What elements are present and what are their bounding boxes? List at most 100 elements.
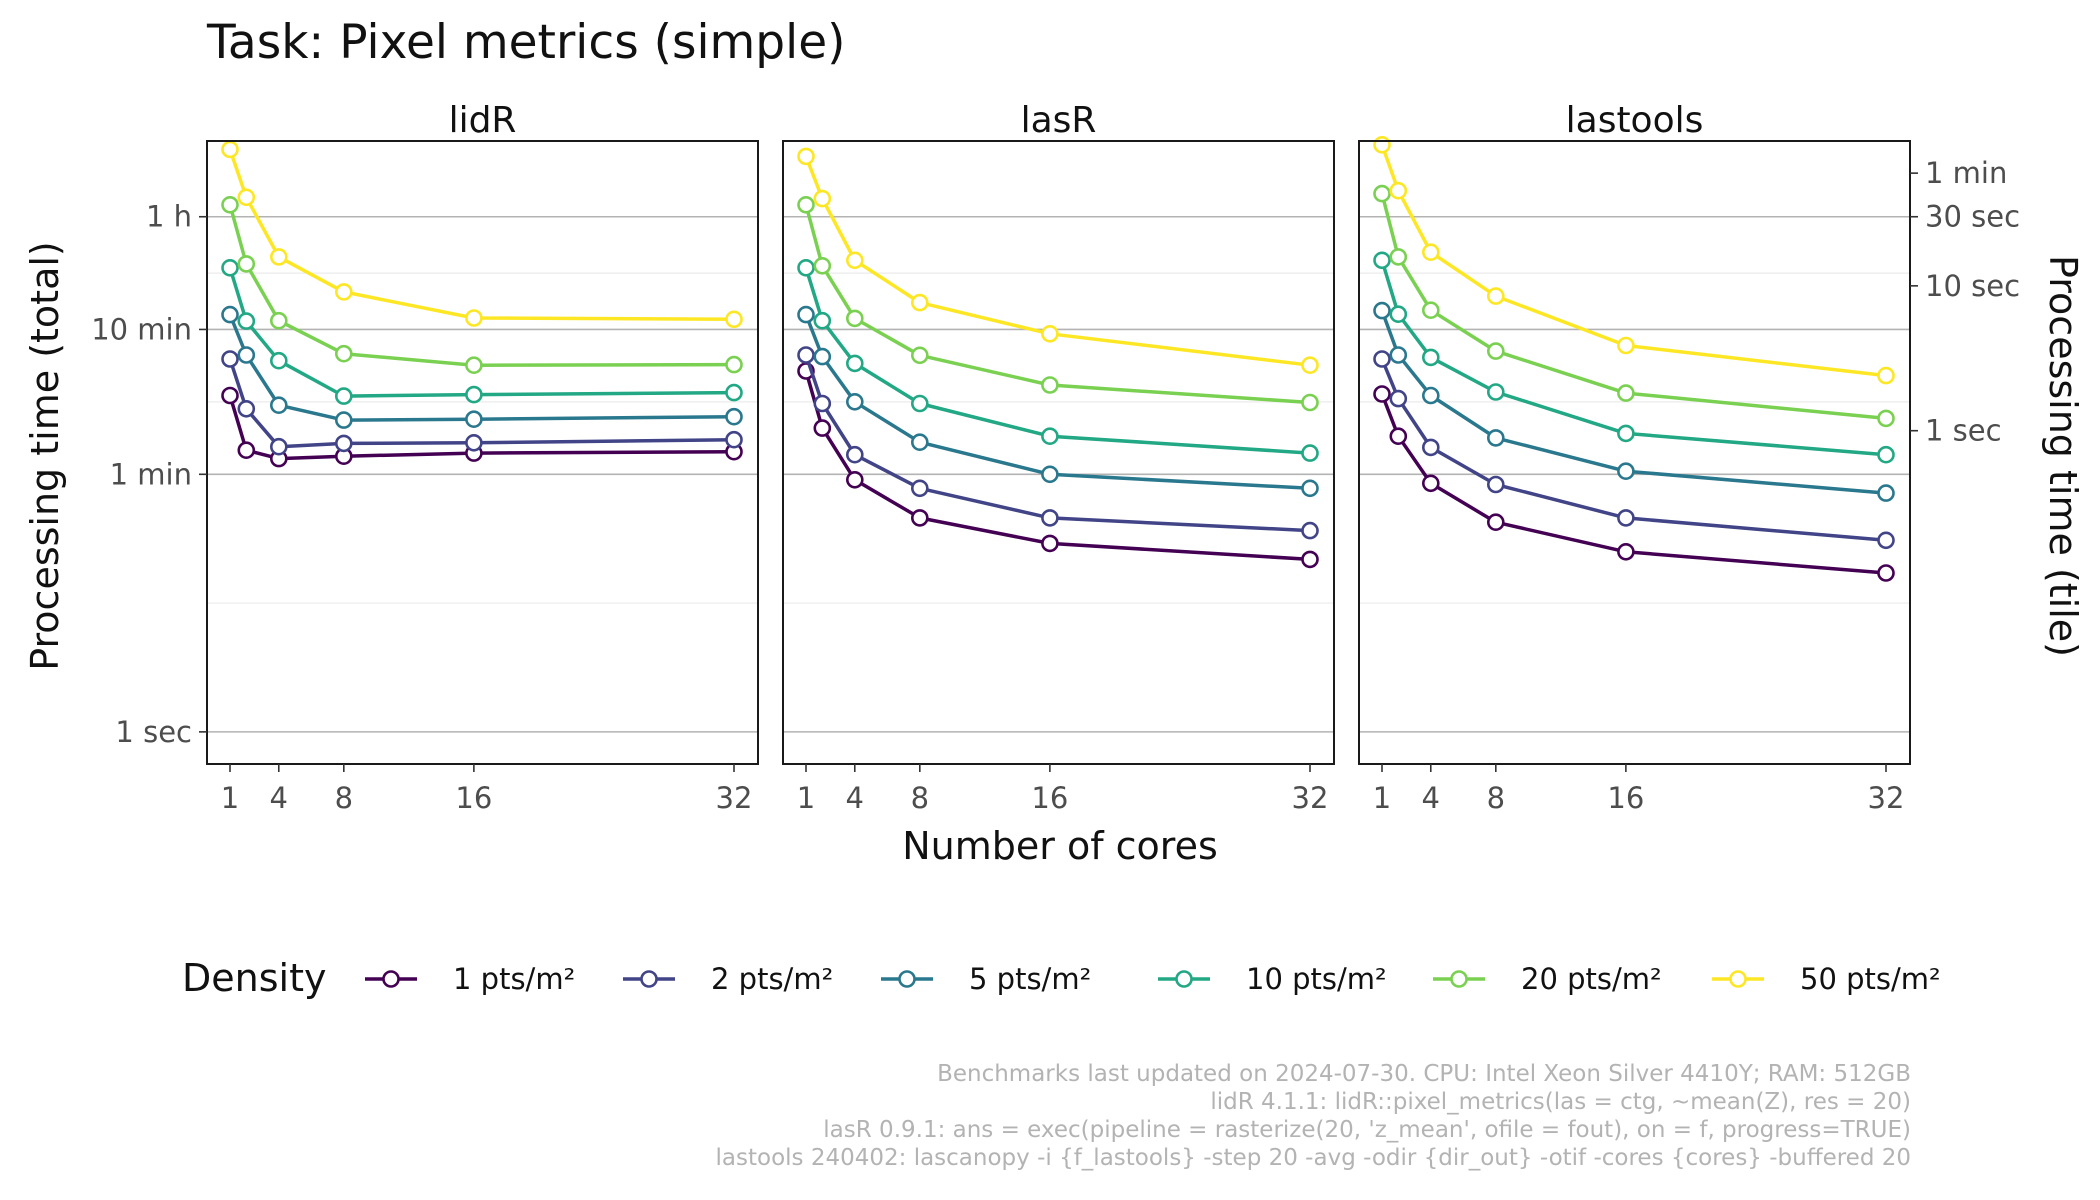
data-point [1422,438,1440,457]
data-point [1041,509,1059,527]
data-point [1301,356,1319,375]
legend-key-point [1175,970,1193,988]
data-point [1301,521,1319,540]
x-tick-label: 32 [1868,781,1905,815]
data-point [845,470,864,489]
data-point [813,256,832,275]
data-point [1877,484,1895,502]
panel-background [783,141,1334,764]
caption-line: lidR 4.1.1: lidR::pixel_metrics(las = ct… [1210,1089,1911,1115]
data-point [237,399,256,418]
data-point [725,310,743,329]
caption: Benchmarks last updated on 2024-07-30. C… [716,1061,1911,1171]
data-point [269,437,288,456]
data-point [334,434,353,453]
legend-label: 2 pts/m² [711,962,833,996]
data-point [1422,348,1440,367]
panel-border [1358,140,1911,765]
data-point [1041,324,1059,343]
data-point [221,386,239,405]
data-point [797,305,815,324]
data-point [1877,564,1895,582]
data-point [1422,386,1440,405]
data-point [1422,301,1440,320]
data-point [1373,301,1391,320]
data-point [1301,550,1319,569]
x-tick-label: 16 [455,781,492,815]
data-point [221,305,239,324]
series-line [804,267,1311,455]
data-point [237,346,256,364]
data-point [1041,427,1059,446]
data-point [845,354,864,373]
y-tick-label-right: 1 sec [1925,414,2002,448]
data-point [797,258,815,277]
chart-title: Task: Pixel metrics (simple) [206,15,845,70]
x-tick-label: 8 [911,781,929,815]
data-point [845,392,864,411]
x-tick-label: 1 [221,781,239,815]
data-point [910,394,929,413]
data-point [725,355,743,374]
data-point [1389,248,1408,266]
legend-label: 1 pts/m² [453,962,575,996]
panel-background [1359,141,1910,764]
legend-title: Density [182,956,326,1000]
data-point [237,312,256,330]
data-point [845,445,864,464]
data-point [1617,542,1635,561]
data-point [725,430,743,449]
data-point [1373,136,1391,154]
data-point [797,147,815,166]
data-point [237,188,256,207]
data-point [1487,513,1505,532]
data-point [1617,384,1635,402]
data-point [845,251,864,270]
data-point [1041,534,1059,553]
data-point [465,410,483,429]
series-line [228,267,735,398]
data-point [269,311,288,330]
x-tick-label: 8 [335,781,353,815]
legend-label: 5 pts/m² [969,962,1091,996]
data-point [813,419,832,437]
series-line [804,370,1311,562]
data-point [1373,251,1391,270]
x-axis-title: Number of cores [902,824,1218,868]
x-tick-label: 1 [1373,781,1391,815]
series-line [804,204,1311,405]
data-point [1041,465,1059,484]
legend-key-point [1450,970,1468,988]
data-point [1389,427,1408,446]
x-tick-label: 16 [1031,781,1068,815]
data-point [1617,462,1635,481]
data-point [1301,393,1319,412]
data-point [1389,305,1408,324]
data-point [797,346,815,364]
legend-key-point [382,970,400,988]
data-point [221,196,239,214]
x-tick-label: 4 [270,781,288,815]
data-point [725,383,743,402]
x-tick-label: 16 [1607,781,1644,815]
data-point [813,347,832,366]
data-point [813,189,832,208]
data-point [910,293,929,312]
y-tick-label-right: 30 sec [1925,200,2020,234]
data-point [221,258,239,277]
legend-key-point [640,970,658,988]
data-point [1617,424,1635,443]
data-point [845,309,864,328]
x-tick-label: 4 [1422,781,1440,815]
x-tick-label: 1 [797,781,815,815]
legend-key-point [898,970,916,988]
series-line [228,395,735,461]
data-point [465,385,483,404]
data-point [1389,389,1408,408]
data-point [221,350,239,368]
data-point [1877,409,1895,428]
data-point [1389,181,1408,200]
legend-label: 10 pts/m² [1246,962,1387,996]
data-point [910,509,929,527]
data-point [1041,376,1059,394]
